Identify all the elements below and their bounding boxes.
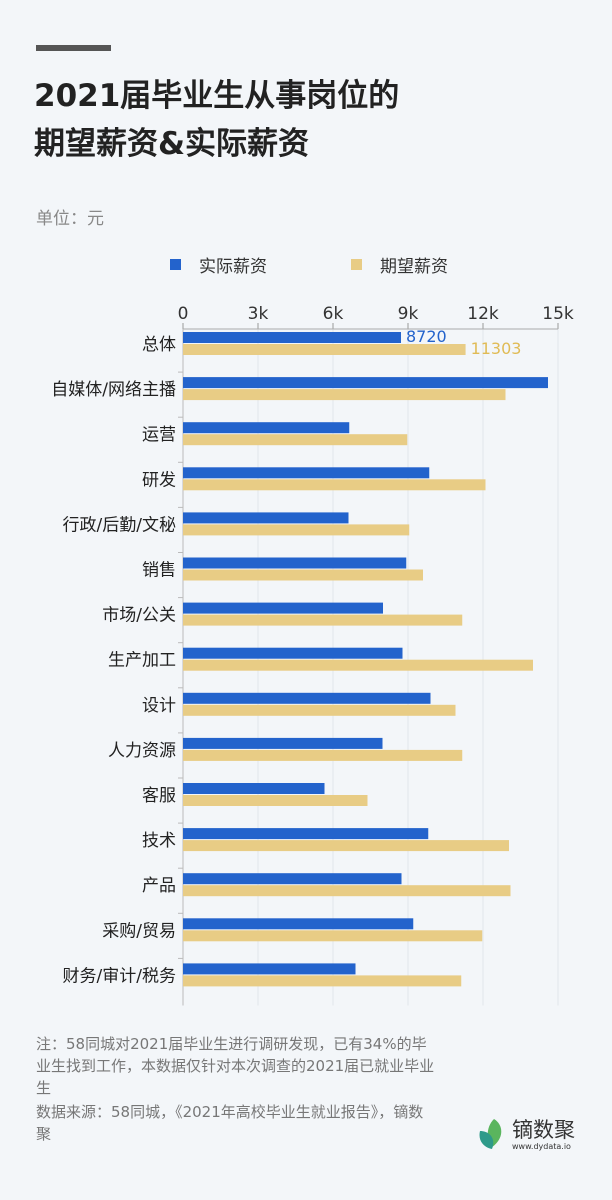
page-title: 2021届毕业生从事岗位的 期望薪资&实际薪资 [34, 72, 399, 168]
category-label: 财务/审计/税务 [63, 966, 176, 986]
category-label: 技术 [142, 831, 176, 851]
logo-url: www.dydata.io [512, 1141, 571, 1151]
bar-actual [183, 602, 383, 614]
bar-expected [183, 795, 368, 806]
category-label: 行政/后勤/文秘 [63, 515, 176, 535]
footnote: 注：58同城对2021届毕业生进行调研发现，已有34%的毕业生找到工作，本数据仅… [36, 1033, 436, 1145]
category-label: 研发 [142, 470, 176, 490]
category-label: 采购/贸易 [102, 921, 176, 941]
title-line-2: 期望薪资&实际薪资 [34, 126, 310, 162]
category-label: 总体 [142, 335, 176, 355]
category-label: 运营 [142, 425, 176, 445]
bar-actual [183, 963, 356, 975]
unit-label: 单位：元 [36, 209, 104, 229]
source-text: 数据来源：58同城，《2021年高校毕业生就业报告》，镝数聚 [36, 1103, 424, 1143]
bar-expected [183, 659, 533, 671]
logo: 镝数聚 www.dydata.io [478, 1117, 575, 1151]
bar-expected [183, 749, 463, 761]
note-text: 注：58同城对2021届毕业生进行调研发现，已有34%的毕业生找到工作，本数据仅… [36, 1035, 435, 1097]
legend-label-actual: 实际薪资 [199, 257, 267, 277]
bar-actual [183, 557, 407, 569]
data-label: 11303 [471, 339, 522, 358]
bar-expected [183, 434, 408, 446]
bar-actual [183, 377, 548, 389]
bar-actual [183, 692, 431, 704]
bar-expected [183, 344, 466, 355]
bar-expected [183, 479, 486, 491]
legend-expected: 期望薪资 [351, 252, 448, 277]
leaf-logo-icon [479, 1119, 502, 1149]
bar-actual [183, 332, 401, 343]
title-line-1: 2021届毕业生从事岗位的 [34, 78, 400, 114]
x-tick-label: 6k [323, 304, 344, 324]
bar-actual [183, 737, 383, 749]
title-accent-bar [36, 45, 111, 51]
x-tick-label: 12k [467, 304, 499, 324]
x-tick-label: 0 [178, 304, 189, 324]
bar-expected [183, 524, 410, 536]
bar-expected [183, 975, 462, 987]
bar-expected [183, 885, 511, 897]
bar-actual [183, 918, 414, 930]
category-label: 产品 [142, 876, 176, 896]
category-label: 设计 [142, 696, 176, 716]
category-label: 自媒体/网络主播 [51, 380, 176, 400]
bar-chart: 0 3k 6k 9k 12k 15k 总体 8720 11303 自媒体/网络主播运营研发行政/后… [51, 304, 574, 1006]
data-label: 8720 [406, 327, 447, 346]
x-tick-label: 9k [398, 304, 419, 324]
bar-expected [183, 930, 483, 942]
x-tick-label: 15k [542, 304, 574, 324]
legend-actual: 实际薪资 [170, 252, 267, 277]
legend-swatch-actual [170, 259, 181, 270]
bar-actual [183, 422, 350, 434]
bar-actual [183, 783, 325, 794]
category-label: 客服 [142, 786, 176, 806]
bar-expected [183, 614, 463, 626]
category-label: 销售 [142, 561, 176, 581]
bar-actual [183, 828, 429, 840]
bar-actual [183, 467, 430, 479]
legend-swatch-expected [351, 259, 362, 270]
bar-expected [183, 704, 456, 716]
x-tick-label: 3k [248, 304, 269, 324]
bar-actual [183, 512, 349, 524]
category-label: 人力资源 [108, 741, 176, 761]
logo-name: 镝数聚 [512, 1117, 575, 1142]
bar-actual [183, 873, 402, 885]
category-label: 市场/公关 [102, 606, 176, 626]
legend-label-expected: 期望薪资 [380, 257, 448, 277]
bar-actual [183, 647, 403, 659]
bar-expected [183, 389, 506, 401]
bar-expected [183, 569, 423, 581]
bar-expected [183, 840, 509, 852]
category-label: 生产加工 [108, 651, 176, 671]
